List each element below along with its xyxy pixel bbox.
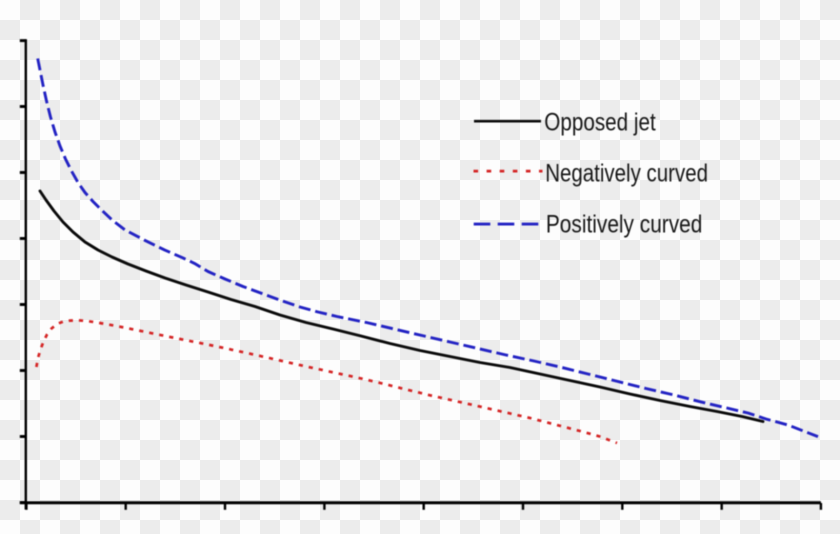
svg-text:Positively curved: Positively curved bbox=[546, 211, 703, 238]
svg-text:Negatively curved: Negatively curved bbox=[545, 160, 708, 187]
svg-text:Opposed jet: Opposed jet bbox=[544, 110, 656, 137]
